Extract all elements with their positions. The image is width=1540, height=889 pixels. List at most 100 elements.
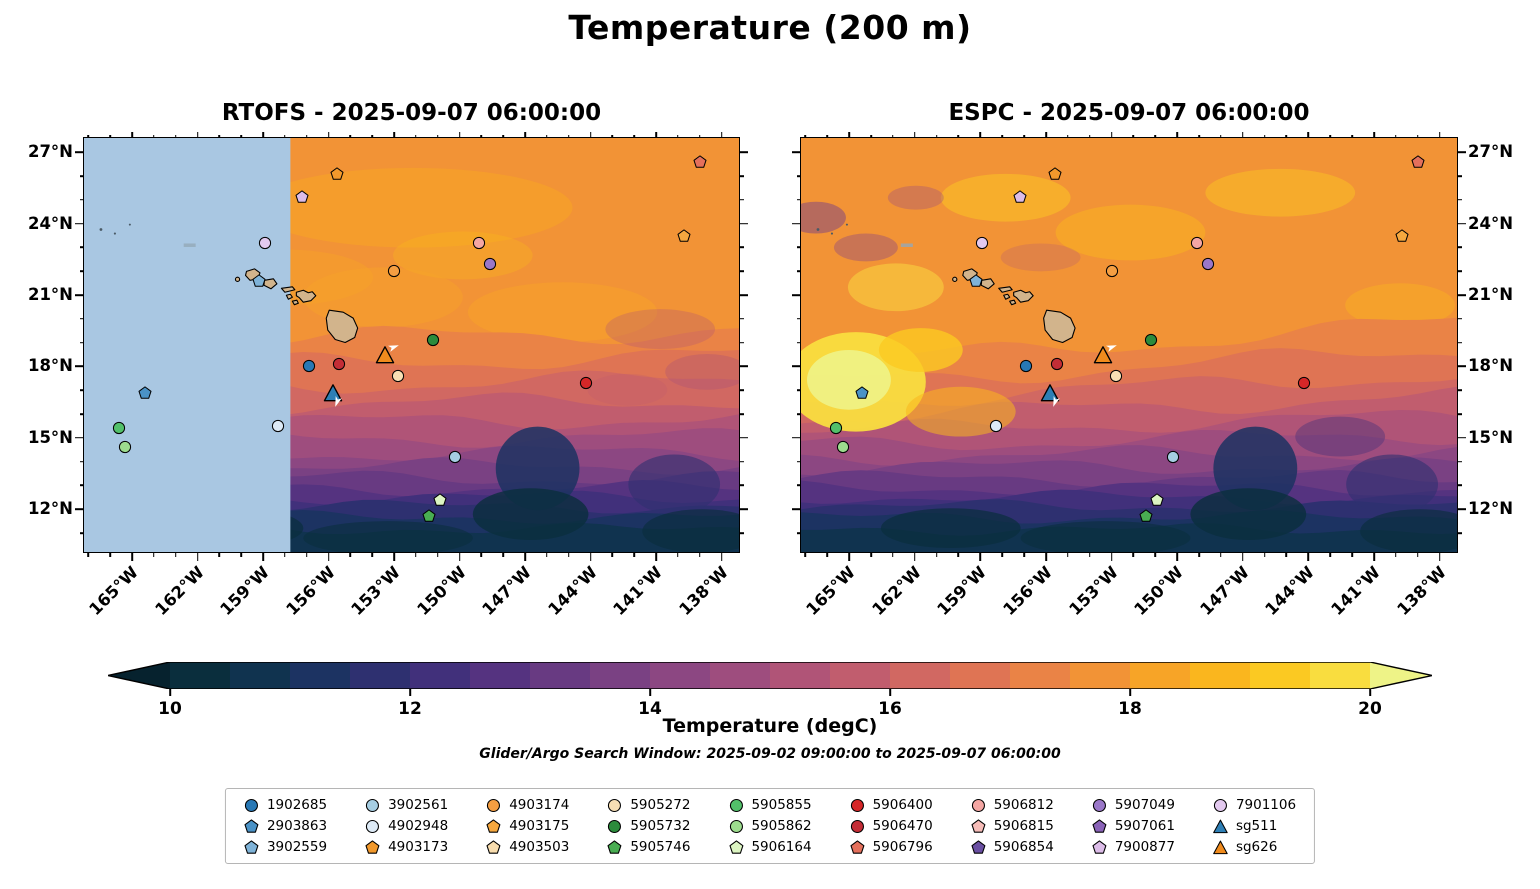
x-tick-mark [305,552,308,557]
y-tick-mark [75,436,84,439]
map-marker-5906400 [1297,376,1311,390]
search-window-caption: Glider/Argo Search Window: 2025-09-02 09… [479,746,1061,762]
map-marker-1902685 [302,359,316,373]
y-tick-mark [79,175,84,177]
circle-marker-icon [1092,798,1107,813]
y-tick-label: 24°N [27,213,73,233]
circle-marker-icon [365,798,380,813]
y-tick-mark [739,151,748,154]
x-tick-mark [436,552,439,557]
map-marker-4903174 [387,264,401,278]
circle-marker-icon [1213,798,1228,813]
x-tick-mark [371,552,373,557]
legend-item-label: 5905272 [630,797,691,813]
y-tick-mark [75,151,84,154]
x-tick-mark [1045,132,1047,138]
map-marker-4902948 [271,419,285,433]
nw-islets [99,223,196,247]
x-tick-mark [546,552,548,557]
y-tick-mark [739,175,744,177]
pentagon-marker-icon [971,839,986,855]
y-tick-label: 12°N [27,498,73,518]
y-tick-mark [796,341,801,344]
legend-item-sg511: sg511 [1213,818,1296,834]
y-tick-mark [796,270,801,273]
y-tick-mark [1457,365,1466,368]
x-tick-mark [284,134,286,138]
x-tick-mark [957,552,960,557]
legend-item-label: 5907049 [1114,797,1175,813]
legend-item-7900877: 7900877 [1092,839,1175,855]
legend-item-label: 5906812 [993,797,1054,813]
x-tick-mark [109,134,111,138]
x-tick-mark [284,552,286,557]
y-tick-mark [792,508,801,510]
colorbar-tick-label: 10 [158,699,182,719]
map-marker-heading-arrow-1 [386,340,401,355]
map-marker-5906164 [1150,493,1164,507]
map-marker-5906400 [579,376,593,390]
x-tick-mark [957,134,960,138]
map-marker-sg511 [323,383,343,402]
x-tick-mark [1220,134,1222,138]
colorbar-gradient [108,662,1432,689]
triangle-marker-icon [1213,840,1228,855]
x-tick-mark [567,134,570,138]
pentagon-marker-icon [365,839,380,855]
y-tick-label: 27°N [27,142,73,162]
x-tick-mark [826,134,829,138]
x-tick-mark [677,552,679,557]
y-tick-label: 15°N [1468,427,1514,447]
map-marker-5905272 [391,369,405,383]
legend-box: 1902685 3902561 4903174 5905272 5905855 59064… [224,788,1316,864]
y-tick-mark [796,460,801,463]
x-tick-mark [196,132,199,138]
legend-item-4903503: 4903503 [486,839,569,855]
y-tick-label: 21°N [1468,284,1514,304]
legend-item-label: 4903173 [388,839,449,855]
x-tick-mark [87,552,90,557]
map-marker-4903175 [677,228,691,243]
map-marker-heading-arrow-2 [330,394,345,409]
x-tick-mark [502,134,504,138]
x-tick-mark [1329,134,1331,138]
x-tick-mark [1198,552,1200,557]
y-tick-mark [739,436,748,439]
missing-data-region [84,138,291,552]
x-tick-mark [589,552,592,561]
map-marker-5906796 [1411,155,1425,169]
x-tick-mark [848,132,850,138]
y-tick-mark [1457,484,1462,487]
y-tick-mark [792,294,801,296]
legend-item-4903175: 4903175 [486,818,569,834]
x-tick-mark [633,552,635,557]
x-tick-mark [633,134,635,138]
legend-grid: 1902685 3902561 4903174 5905272 5905855 59064… [244,797,1296,855]
x-tick-mark [611,552,614,557]
y-tick-mark [79,318,84,320]
pentagon-marker-icon [486,818,501,834]
x-tick-mark [892,552,894,557]
y-tick-mark [739,270,744,273]
legend-item-label: 5905732 [630,818,691,834]
x-tick-mark [1198,134,1200,138]
legend-item-sg626: sg626 [1213,839,1296,855]
x-tick-mark [218,134,221,138]
x-tick-mark [174,552,177,557]
circle-marker-icon [607,798,622,813]
x-tick-mark [349,552,352,557]
map-marker-5905862 [836,440,850,454]
espc-panel: ESPC - 2025-09-07 06:00:00 27°N 24°N 21°N 1… [792,100,1513,660]
map-marker-3902561 [1166,450,1180,464]
y-tick-mark [1457,270,1462,273]
legend-item-label: 4903175 [509,818,570,834]
x-tick-mark [611,134,614,138]
espc-map: 27°N 24°N 21°N 18°N 15°N 12°N 165°W 162°W 159°W 1… [792,132,1513,619]
espc-map-art [801,138,1457,552]
x-tick-mark [1307,132,1310,138]
y-tick-mark [1457,199,1462,201]
legend-item-5905855: 5905855 [728,797,812,813]
circle-marker-icon [365,819,380,834]
y-tick-mark [739,508,748,510]
x-tick-mark [848,552,850,561]
